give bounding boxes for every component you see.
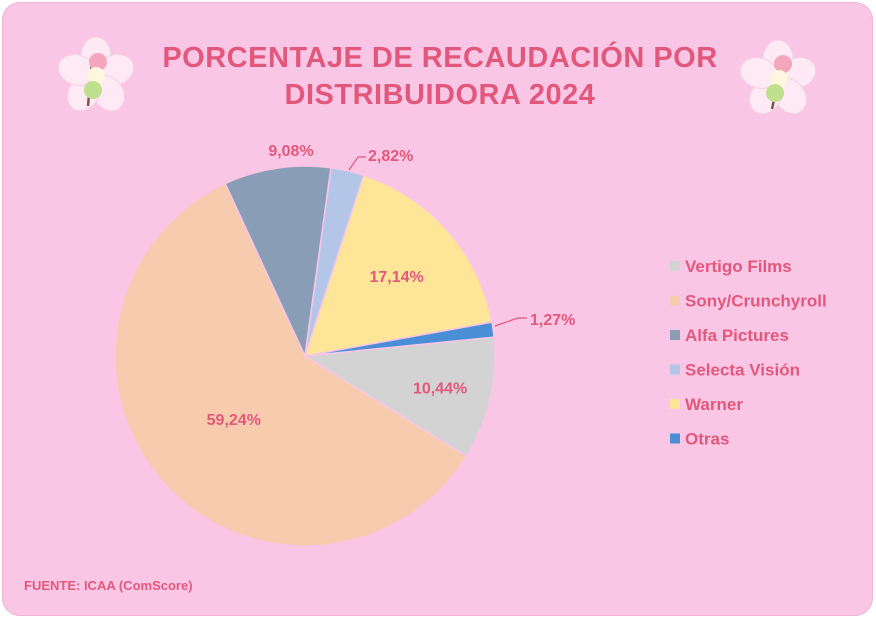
pie-slice-sony-crunchyroll [114,182,468,547]
legend-label-sony-crunchyroll: Sony/Crunchyroll [685,292,827,311]
legend-label-otras: Otras [685,430,729,449]
source-note: FUENTE: ICAA (ComScore) [24,578,193,593]
data-label-otras: 1,27% [530,312,575,329]
legend-label-warner: Warner [685,395,743,414]
legend-label-vertigo-films: Vertigo Films [685,257,792,276]
leader-line-selecta-visi-n [348,156,366,171]
leader-line-otras [494,317,527,327]
data-label-vertigo-films: 10,44% [413,380,467,397]
data-label-selecta-visi-n: 2,82% [368,148,413,165]
legend-label-alfa-pictures: Alfa Pictures [685,326,789,345]
legend-swatch-alfa-pictures [670,330,680,340]
data-label-sony-crunchyroll: 59,24% [207,412,261,429]
sakura-dango-icon [57,36,135,112]
pie-slice-otras [304,321,495,357]
legend-swatch-selecta-visi-n [670,364,680,375]
pie-slice-alfa-pictures [224,165,332,359]
legend-swatch-sony-crunchyroll [670,295,680,306]
legend-label-selecta-visi-n: Selecta Visión [685,361,800,380]
legend-swatch-otras [670,433,680,444]
data-label-warner: 17,14% [369,269,423,286]
data-label-alfa-pictures: 9,08% [268,143,313,160]
pie-slice-warner [303,174,493,357]
chart-title: PORCENTAJE DE RECAUDACIÓN POR DISTRIBUID… [162,42,718,111]
legend-swatch-vertigo-films [670,261,680,271]
legend-swatch-warner [670,399,680,409]
sakura-dango-icon [739,39,817,115]
pie-slice-vertigo-films [302,336,496,458]
